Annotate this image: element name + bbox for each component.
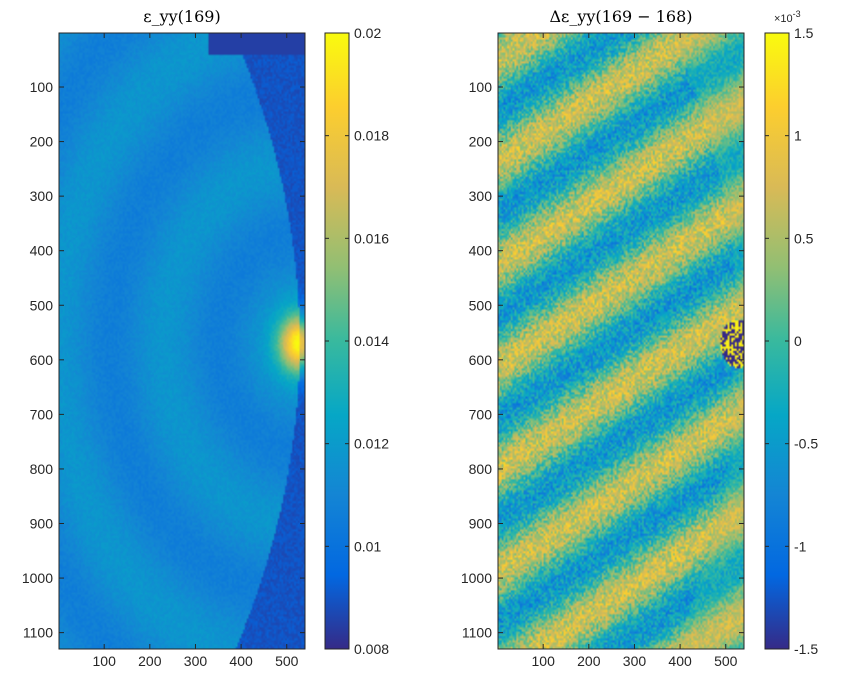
y-tick-label: 900 — [469, 516, 493, 532]
colorbar-tick-label: -0.5 — [794, 436, 818, 452]
x-tick-label: 500 — [275, 653, 299, 669]
colorbar-tick-label: 0 — [794, 333, 802, 349]
y-tick-label: 500 — [30, 297, 54, 313]
x-tick-label: 300 — [623, 653, 647, 669]
panel-1-ticks: 100 200 300 400 500 100 200 300 400 500 600 700 800 9… — [22, 33, 305, 669]
colorbar-tick-label: 0.008 — [354, 641, 389, 657]
colorbar-2-exponent: ×10-3 — [774, 9, 801, 25]
y-tick-label: 100 — [30, 79, 54, 95]
colorbar-1-ticks: 0.008 0.01 0.012 0.014 0.016 0.018 0.02 — [325, 25, 389, 657]
y-tick-label: 1100 — [23, 625, 53, 641]
y-tick-label: 400 — [469, 243, 493, 259]
colorbar-tick-label: 0.012 — [354, 436, 389, 452]
y-tick-label: 600 — [30, 352, 54, 368]
y-tick-label: 1000 — [461, 570, 492, 586]
colorbar-tick-label: -1 — [794, 538, 807, 554]
colorbar-tick-label: 0.014 — [354, 333, 389, 349]
panel-strain: ε_yy(169) 100 200 300 400 500 100 200 300 400 500… — [22, 7, 389, 669]
panel-1-title: ε_yy(169) — [143, 7, 220, 26]
colorbar-2-ticks: -1.5 -1 -0.5 0 0.5 1 1.5 — [765, 25, 818, 657]
panel-1-heatmap — [59, 33, 305, 649]
x-tick-label: 300 — [184, 653, 208, 669]
y-tick-label: 300 — [469, 188, 493, 204]
y-tick-label: 200 — [30, 134, 54, 150]
panel-2-ticks: 100 200 300 400 500 100 200 300 400 500 600 700 800 9… — [461, 33, 744, 669]
colorbar-tick-label: 0.02 — [354, 25, 381, 41]
y-tick-label: 900 — [30, 516, 54, 532]
y-tick-label: 200 — [469, 134, 493, 150]
colorbar-tick-label: 0.018 — [354, 128, 389, 144]
x-tick-label: 200 — [138, 653, 162, 669]
x-tick-label: 200 — [577, 653, 601, 669]
panel-2-heatmap — [498, 33, 744, 649]
y-tick-label: 1000 — [22, 570, 53, 586]
colorbar-tick-label: 0.5 — [794, 230, 814, 246]
x-tick-label: 400 — [229, 653, 253, 669]
y-tick-label: 800 — [30, 461, 54, 477]
y-tick-label: 100 — [469, 79, 493, 95]
colorbar-tick-label: 0.01 — [354, 538, 381, 554]
colorbar-tick-label: 1.5 — [794, 25, 814, 41]
colorbar-tick-label: 0.016 — [354, 230, 389, 246]
panel-2-title: Δε_yy(169 − 168) — [549, 7, 692, 26]
panel-strain-increment: Δε_yy(169 − 168) 100 200 300 400 500 100 200 30… — [461, 7, 818, 669]
y-tick-label: 500 — [469, 297, 493, 313]
y-tick-label: 400 — [30, 243, 54, 259]
y-tick-label: 700 — [469, 406, 493, 422]
x-tick-label: 500 — [714, 653, 738, 669]
panel-2-axes-frame — [497, 32, 745, 650]
y-tick-label: 600 — [469, 352, 493, 368]
y-tick-label: 700 — [30, 406, 54, 422]
panel-1-axes-frame — [58, 32, 306, 650]
x-tick-label: 100 — [93, 653, 117, 669]
x-tick-label: 400 — [668, 653, 692, 669]
y-tick-label: 1100 — [462, 625, 492, 641]
y-tick-label: 300 — [30, 188, 54, 204]
colorbar-tick-label: -1.5 — [794, 641, 818, 657]
x-tick-label: 100 — [532, 653, 556, 669]
colorbar-tick-label: 1 — [794, 128, 802, 144]
y-tick-label: 800 — [469, 461, 493, 477]
